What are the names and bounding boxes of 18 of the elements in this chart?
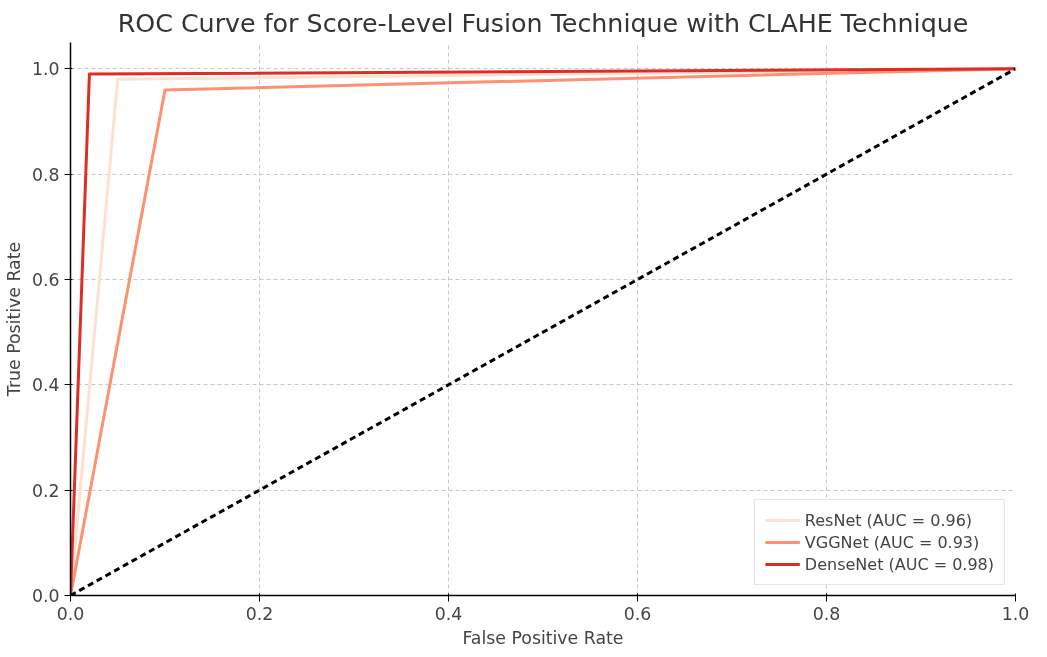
y-tick-label: 0.8	[31, 164, 60, 185]
y-tick-label: 0.6	[31, 270, 60, 290]
x-tick-label: 0.2	[245, 603, 274, 624]
x-tick-label: 0.4	[434, 603, 463, 624]
y-tick-label: 0.4	[31, 375, 60, 396]
chart-title: ROC Curve for Score-Level Fusion Technique with CLAHE Technique	[117, 7, 969, 38]
y-axis-title: True Positive Rate	[3, 241, 24, 398]
x-tick-label: 0.6	[623, 603, 652, 624]
legend-label: ResNet (AUC = 0.96)	[804, 510, 973, 530]
x-tick-label: 0.8	[812, 603, 841, 624]
x-tick-label: 0.0	[56, 603, 85, 624]
x-tick-label: 1.0	[1001, 603, 1030, 624]
y-tick-label: 1.0	[31, 59, 60, 80]
x-axis-title: False Positive Rate	[462, 627, 624, 648]
legend-label: DenseNet (AUC = 0.98)	[804, 554, 994, 574]
y-tick-label: 0.0	[31, 586, 60, 606]
legend-label: VGGNet (AUC = 0.93)	[804, 532, 980, 552]
y-tick-label: 0.2	[31, 480, 60, 501]
